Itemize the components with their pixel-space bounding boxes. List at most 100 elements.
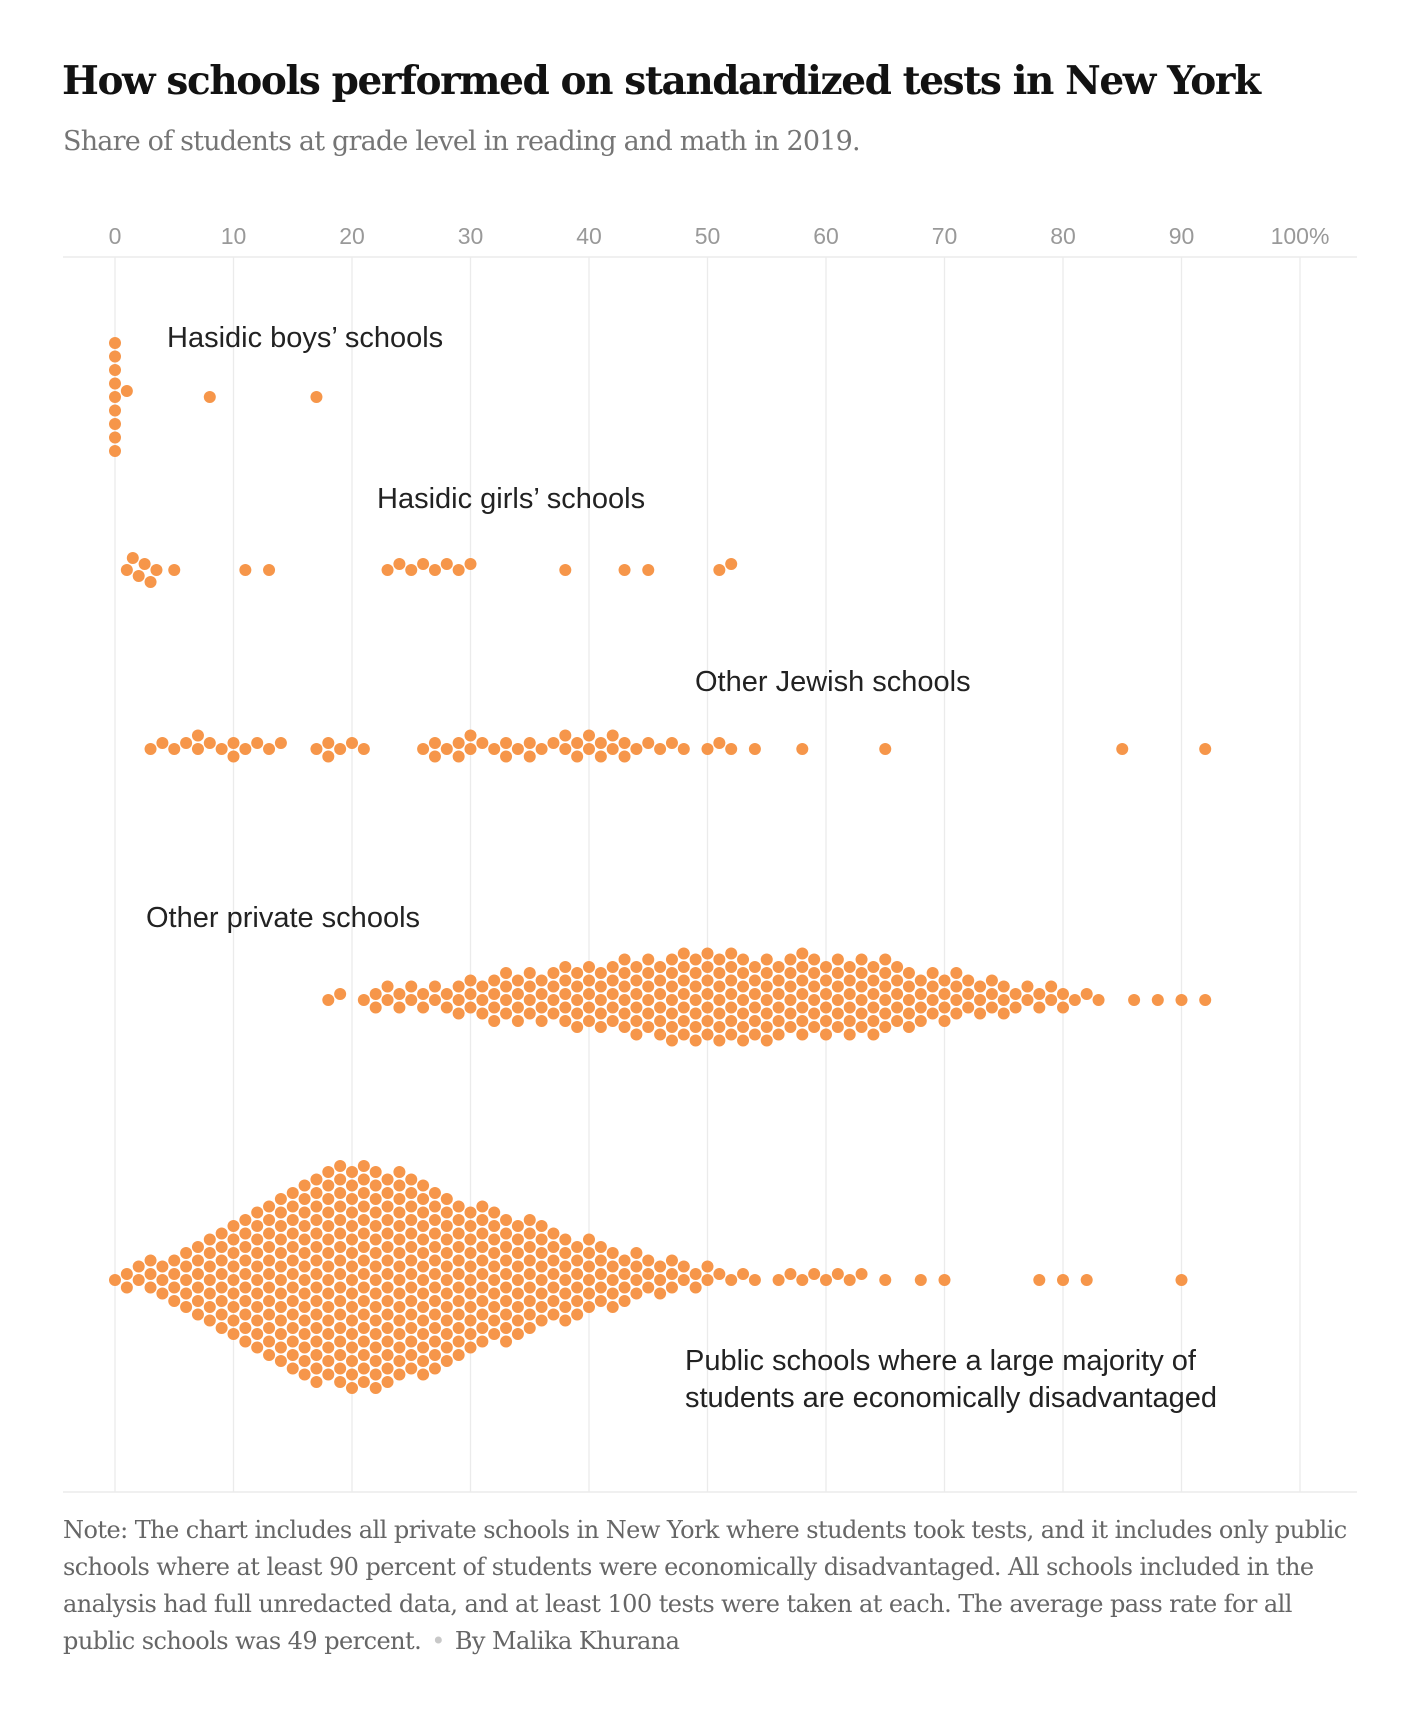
school-dot [654,974,667,987]
school-dot [760,953,773,966]
school-dot [547,1308,560,1321]
school-dot [689,980,702,993]
school-dot [938,974,951,987]
school-dot [346,1274,358,1286]
school-dot [464,1001,477,1014]
school-dot [452,1308,465,1321]
school-dot [239,1308,252,1321]
school-dot [559,743,572,755]
school-dot [689,953,702,966]
school-dot [748,743,761,755]
school-dot [606,1015,619,1027]
school-dot [180,1287,193,1300]
school-dot [488,1301,501,1313]
school-dot [310,1308,323,1321]
school-dot [571,1308,584,1321]
school-dot [239,564,252,576]
school-dot [357,1349,370,1361]
school-dot [902,967,915,979]
school-dot [239,743,252,755]
school-dot [500,1227,513,1240]
school-dot [583,1233,595,1246]
school-dot [843,1015,856,1027]
school-dot [926,1007,939,1020]
school-dot [417,1220,430,1232]
school-dot [417,1301,430,1313]
school-dot [417,1001,430,1014]
school-dot [428,1200,441,1213]
school-dot [725,1274,738,1286]
school-dot [274,1206,287,1219]
school-dot [665,737,678,749]
school-dot [405,1187,418,1199]
school-dot [227,1301,240,1313]
school-dot [144,1281,157,1294]
school-dot [452,1281,465,1294]
school-dot [428,750,441,763]
school-dot [286,1308,299,1321]
school-dot [665,1021,678,1033]
school-dot [334,1173,347,1186]
school-dot [926,980,939,993]
school-dot [417,1355,430,1367]
school-dot [310,1254,323,1267]
school-dot [452,1227,465,1240]
school-dot [902,980,915,993]
school-dot [488,1001,501,1014]
school-dot [677,961,690,973]
school-dot [594,1295,607,1307]
school-dot [464,1328,477,1340]
school-dot [583,1247,595,1259]
school-dot [784,967,797,979]
school-dot [322,1233,335,1246]
school-dot [760,994,773,1006]
school-dot [725,1001,738,1014]
school-dot [701,1001,714,1014]
school-dot [381,1241,394,1253]
school-dot [334,1281,347,1294]
school-dot [571,1295,584,1307]
school-dot [405,564,418,576]
school-dot [535,1287,548,1300]
school-dot [914,974,927,987]
school-dot [440,1247,453,1259]
school-dot [215,1322,228,1334]
school-dot [452,750,465,763]
school-dot [737,1007,750,1020]
school-dot [464,1314,477,1327]
school-dot [1045,994,1058,1006]
school-dot [1009,988,1022,1000]
school-dot [523,1268,536,1280]
school-dot [618,1007,631,1020]
school-dot [772,1001,785,1014]
school-dot [784,953,797,966]
school-dot [677,988,690,1000]
school-dot [274,1341,287,1354]
school-dot [855,980,868,993]
school-dot [346,1355,358,1367]
school-dot [120,564,133,576]
school-dot [452,1007,465,1020]
school-dot [500,967,513,979]
school-dot [559,1001,572,1014]
school-dot [985,974,998,987]
school-dot [334,1187,347,1199]
school-dot [879,967,892,979]
school-dot [334,1241,347,1253]
school-dot [417,1260,430,1273]
school-dot [393,1341,406,1354]
school-dot [974,994,987,1006]
school-dot [831,980,844,993]
school-dot [381,1254,394,1267]
school-dot [346,1179,358,1192]
school-dot [914,1015,927,1027]
school-dot [725,1028,738,1041]
school-dot [357,1308,370,1321]
school-dot [511,1287,524,1300]
school-dot [523,1214,536,1226]
school-dot [737,1034,750,1047]
school-dot [891,961,904,973]
school-dot [452,1335,465,1348]
group-label: Other private schools [146,902,420,934]
school-dot [523,1281,536,1294]
